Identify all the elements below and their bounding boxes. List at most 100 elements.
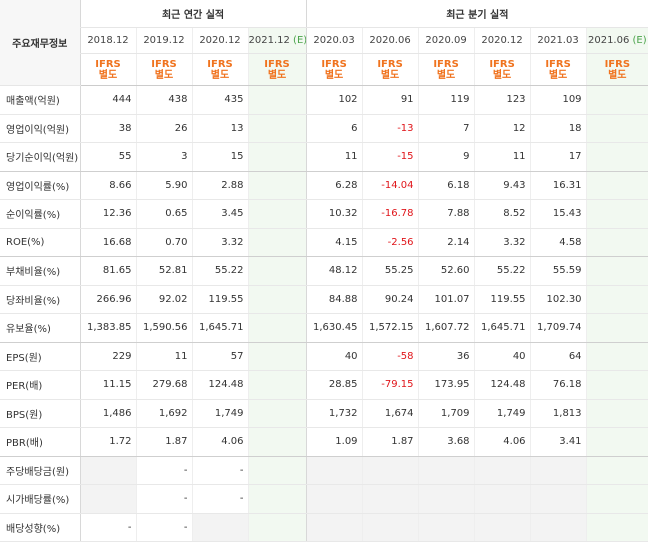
value-cell: -13 <box>361 114 419 143</box>
value-cell: -2.56 <box>361 228 419 257</box>
period-header: 2020.06 <box>361 27 419 54</box>
estimate-mark: (E) <box>293 35 307 46</box>
value-cell: 1,607.72 <box>417 313 475 343</box>
row-label: EPS(원) <box>0 342 80 371</box>
value-cell <box>473 484 531 514</box>
value-cell: 1,709.74 <box>529 313 587 343</box>
row-label: 영업이익(억원) <box>0 114 80 143</box>
value-cell <box>529 456 587 485</box>
value-cell: 7 <box>417 114 475 143</box>
table-row: EPS(원) 229 11 57 40 -58 36 40 64 <box>0 342 648 371</box>
ifrs-label: IFRS <box>264 58 290 70</box>
ifrs-badge: IFRS 별도 <box>191 53 248 86</box>
row-label: 주당배당금(원) <box>0 456 80 485</box>
value-cell: 119.55 <box>191 285 248 314</box>
value-cell: 1,383.85 <box>79 313 136 343</box>
value-cell: 119.55 <box>473 285 531 314</box>
value-cell: 52.60 <box>417 256 475 286</box>
value-cell: - <box>191 484 248 514</box>
value-cell: 40 <box>473 342 531 371</box>
period-label: 2021.12 <box>248 35 290 46</box>
value-cell: 7.88 <box>417 199 475 229</box>
value-cell: 55.22 <box>473 256 531 286</box>
ifrs-basis-label: 별도 <box>267 69 287 81</box>
value-cell: 84.88 <box>305 285 363 314</box>
value-cell: 52.81 <box>135 256 192 286</box>
period-header: 2021.03 <box>529 27 587 54</box>
ifrs-label: IFRS <box>489 58 515 70</box>
value-cell: 124.48 <box>191 370 248 400</box>
value-cell: - <box>135 484 192 514</box>
value-cell <box>247 142 307 172</box>
ifrs-basis-label: 별도 <box>210 69 230 81</box>
table-row: 영업이익률(%) 8.66 5.90 2.88 6.28 -14.04 6.18 9.43 16… <box>0 171 648 200</box>
value-cell <box>585 171 648 200</box>
value-cell <box>305 484 363 514</box>
row-label: 당좌비율(%) <box>0 285 80 314</box>
period-label: 2018.12 <box>87 35 129 46</box>
value-cell: 3 <box>135 142 192 172</box>
row-label: 부채비율(%) <box>0 256 80 286</box>
row-label: 배당성향(%) <box>0 513 80 542</box>
value-cell <box>417 484 475 514</box>
ifrs-badge: IFRS 별도 <box>361 53 419 86</box>
period-label: 2021.03 <box>537 35 579 46</box>
value-cell: 48.12 <box>305 256 363 286</box>
ifrs-badge: IFRS 별도 <box>79 53 136 86</box>
value-cell: 11 <box>305 142 363 172</box>
period-label: 2021.06 <box>587 35 630 46</box>
ifrs-basis-label: 별도 <box>324 69 344 81</box>
value-cell <box>361 513 419 542</box>
value-cell: 12.36 <box>79 199 136 229</box>
value-cell: 3.32 <box>191 228 248 257</box>
value-cell: 11 <box>135 342 192 371</box>
value-cell <box>585 114 648 143</box>
value-cell <box>247 285 307 314</box>
ifrs-label: IFRS <box>207 58 233 70</box>
period-label: 2020.03 <box>313 35 355 46</box>
value-cell <box>305 513 363 542</box>
period-header: 2019.12 <box>135 27 192 54</box>
value-cell: 1,749 <box>191 399 248 428</box>
ifrs-basis-label: 별도 <box>608 69 627 81</box>
value-cell: 1,590.56 <box>135 313 192 343</box>
period-label: 2020.06 <box>369 35 411 46</box>
value-cell <box>473 513 531 542</box>
value-cell: 76.18 <box>529 370 587 400</box>
value-cell: 64 <box>529 342 587 371</box>
ifrs-badge: IFRS 별도 <box>135 53 192 86</box>
value-cell: 55.25 <box>361 256 419 286</box>
value-cell <box>247 228 307 257</box>
value-cell: 1.09 <box>305 427 363 457</box>
row-label: 유보율(%) <box>0 313 80 343</box>
value-cell: 1,692 <box>135 399 192 428</box>
value-cell: 38 <box>79 114 136 143</box>
ifrs-label: IFRS <box>545 58 571 70</box>
row-label: PBR(배) <box>0 427 80 457</box>
table-row: 부채비율(%) 81.65 52.81 55.22 48.12 55.25 52.60 55.… <box>0 256 648 286</box>
table-row: BPS(원) 1,486 1,692 1,749 1,732 1,674 1,709 1,74… <box>0 399 648 428</box>
row-label: 당기순이익(억원) <box>0 142 80 172</box>
period-header: 2021.12 (E) <box>247 27 307 54</box>
period-header: 2020.12 <box>191 27 248 54</box>
value-cell: 3.32 <box>473 228 531 257</box>
value-cell: 173.95 <box>417 370 475 400</box>
value-cell: 4.58 <box>529 228 587 257</box>
value-cell: 1.87 <box>135 427 192 457</box>
ifrs-badge: IFRS 별도 <box>305 53 363 86</box>
value-cell: -79.15 <box>361 370 419 400</box>
value-cell <box>585 370 648 400</box>
value-cell: 16.31 <box>529 171 587 200</box>
table-row: 배당성향(%) - - <box>0 513 648 542</box>
value-cell: 102.30 <box>529 285 587 314</box>
value-cell <box>585 484 648 514</box>
value-cell: 4.06 <box>191 427 248 457</box>
value-cell: 36 <box>417 342 475 371</box>
period-header: 2020.03 <box>305 27 363 54</box>
value-cell <box>529 484 587 514</box>
ifrs-label: IFRS <box>95 58 121 70</box>
value-cell <box>585 85 648 115</box>
value-cell <box>79 484 136 514</box>
value-cell: 3.45 <box>191 199 248 229</box>
